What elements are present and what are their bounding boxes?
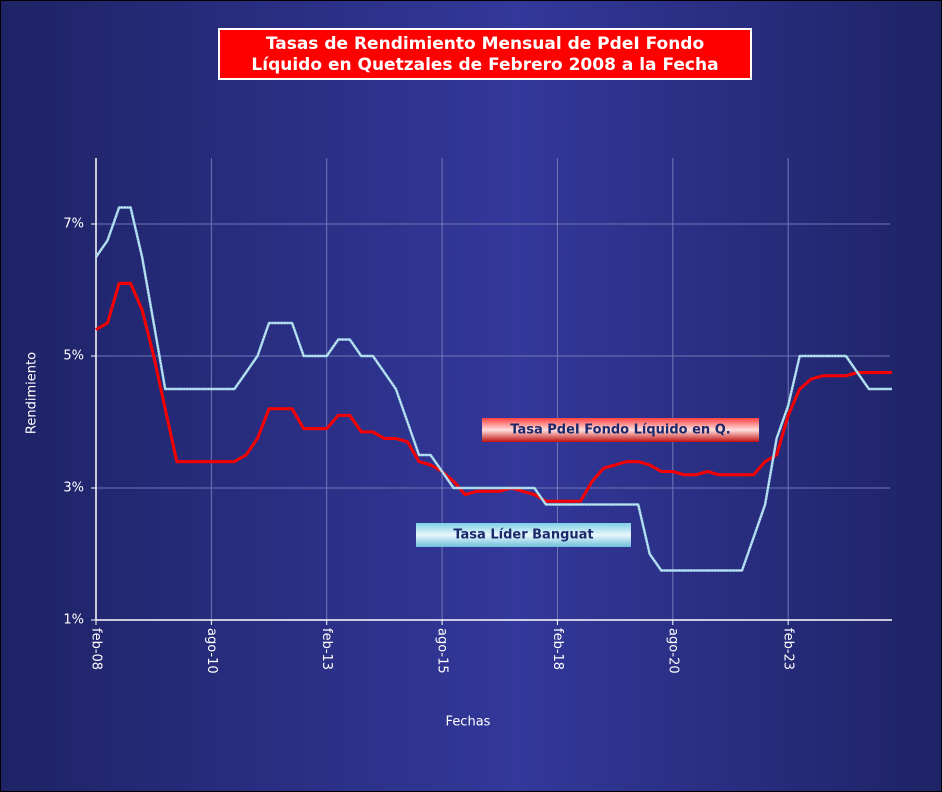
legend-label: Tasa Líder Banguat — [453, 528, 593, 543]
chart-title: Líquido en Quetzales de Febrero 2008 a l… — [251, 55, 718, 75]
chart-title: Tasas de Rendimiento Mensual de PdeI Fon… — [266, 34, 704, 54]
x-tick-label: feb-13 — [319, 628, 334, 670]
x-axis-label: Fechas — [446, 715, 491, 730]
y-tick-label: 3% — [63, 481, 84, 496]
title-box — [218, 28, 752, 80]
legend-box — [482, 418, 759, 442]
x-tick-label: feb-18 — [550, 628, 565, 670]
legend-box — [416, 523, 631, 547]
x-tick-label: feb-23 — [781, 628, 796, 670]
legend-label: Tasa PdeI Fondo Líquido en Q. — [510, 423, 730, 438]
y-tick-label: 1% — [63, 613, 84, 628]
line-series — [94, 206, 892, 572]
y-axis-label: Rendimiento — [25, 352, 40, 434]
line-series — [95, 281, 892, 503]
x-tick-label: ago-20 — [665, 628, 680, 674]
x-tick-label: feb-08 — [89, 628, 104, 670]
y-tick-label: 7% — [63, 217, 84, 232]
x-tick-label: ago-10 — [204, 628, 219, 674]
x-tick-label: ago-15 — [435, 628, 450, 674]
y-tick-label: 5% — [63, 349, 84, 364]
